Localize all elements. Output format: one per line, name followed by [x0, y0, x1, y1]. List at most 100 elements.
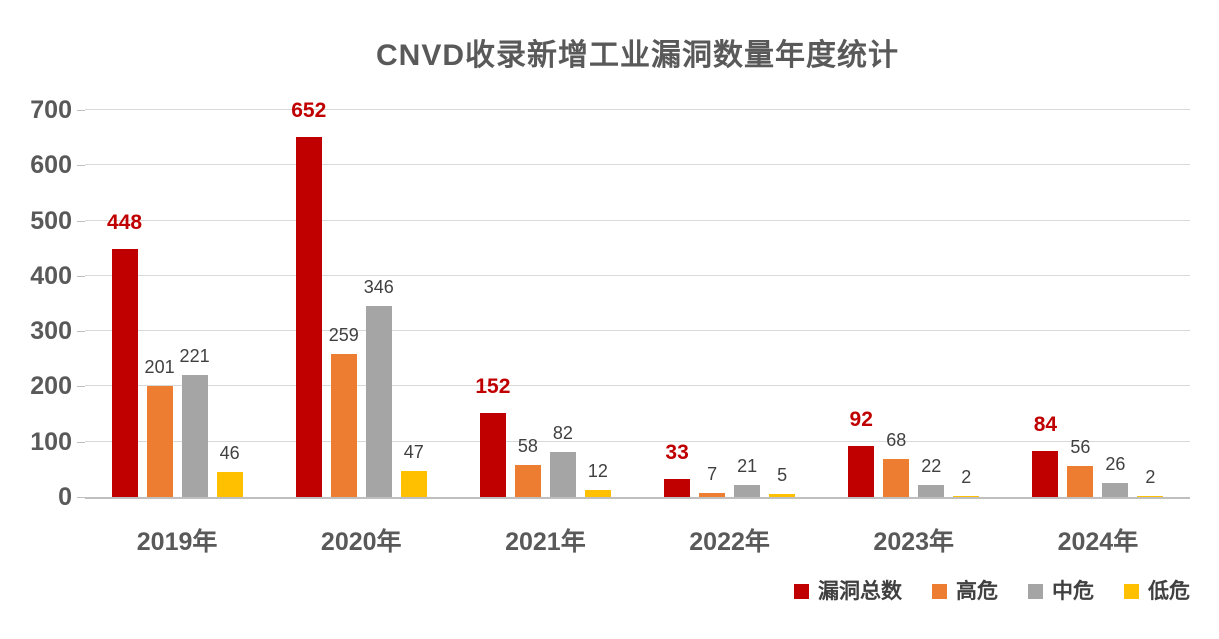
gridline — [85, 385, 1190, 387]
legend-label: 高危 — [956, 580, 998, 603]
data-label-中危-2023年: 22 — [921, 456, 942, 476]
bar-低危-2023年 — [953, 496, 980, 497]
bar-漏洞总数-2023年 — [848, 446, 875, 497]
data-label-中危-2020年: 346 — [363, 277, 394, 297]
bar-中危-2022年 — [734, 485, 761, 497]
bar-wrap: 12 — [584, 110, 611, 497]
y-tick-label: 700 — [30, 96, 72, 124]
legend-item-低危: 低危 — [1124, 581, 1190, 602]
chart-title: CNVD收录新增工业漏洞数量年度统计 — [375, 39, 899, 72]
bar-中危-2023年 — [918, 485, 945, 497]
gridline — [85, 330, 1190, 332]
legend-label: 中危 — [1052, 580, 1094, 603]
bar-高危-2022年 — [699, 493, 726, 497]
bar-高危-2020年 — [330, 354, 357, 497]
data-label-高危-2023年: 68 — [886, 430, 907, 450]
bar-漏洞总数-2021年 — [479, 413, 506, 497]
y-tick-label: 300 — [30, 317, 72, 346]
bar-wrap: 5 — [769, 110, 796, 497]
y-tick-label: 500 — [30, 206, 72, 235]
bar-wrap: 84 — [1032, 110, 1059, 497]
gridline — [85, 440, 1190, 442]
bar-中危-2019年 — [181, 375, 208, 497]
bar-wrap: 33 — [664, 110, 691, 497]
y-tick-label: 400 — [30, 261, 72, 290]
gridline — [85, 219, 1190, 221]
bar-低危-2021年 — [584, 490, 611, 497]
data-label-低危-2024年: 2 — [1145, 467, 1156, 487]
plot-area: 448 201 221 46 652 259 346 47 152 58 82 12 33 7 21 5 92 6… — [85, 100, 1190, 499]
bar-wrap: 68 — [883, 110, 910, 497]
bar-中危-2024年 — [1102, 483, 1129, 497]
bar-中危-2020年 — [365, 306, 392, 497]
x-tick-label-2020年: 2020年 — [320, 528, 402, 556]
bar-低危-2024年 — [1137, 496, 1164, 497]
data-label-高危-2019年: 201 — [144, 357, 175, 377]
bar-wrap: 21 — [734, 110, 761, 497]
data-label-低危-2019年: 46 — [219, 443, 240, 463]
x-tick-label-2023年: 2023年 — [873, 528, 955, 556]
bar-中危-2021年 — [549, 452, 576, 497]
bar-高危-2023年 — [883, 459, 910, 497]
x-tick-label-2019年: 2019年 — [136, 528, 218, 556]
data-label-漏洞总数-2022年: 33 — [665, 441, 689, 464]
data-label-漏洞总数-2023年: 92 — [849, 408, 873, 431]
y-tick-label: 200 — [30, 372, 72, 401]
bar-group-2020年: 652 259 346 47 — [269, 100, 453, 497]
bar-wrap: 47 — [400, 110, 427, 497]
bar-漏洞总数-2019年 — [111, 249, 138, 497]
bar-wrap: 56 — [1067, 110, 1094, 497]
y-tick-label: 100 — [30, 427, 72, 456]
y-tick-mark — [77, 441, 85, 443]
bar-group-2019年: 448 201 221 46 — [85, 110, 269, 497]
bar-wrap: 652 — [291, 100, 326, 497]
y-tick-mark — [77, 165, 85, 167]
data-label-漏洞总数-2021年: 152 — [475, 375, 511, 398]
y-tick-mark — [77, 275, 85, 277]
y-tick-mark — [77, 110, 85, 111]
data-label-漏洞总数-2020年: 652 — [291, 99, 327, 122]
bar-wrap: 221 — [179, 110, 210, 497]
bar-wrap: 201 — [144, 110, 175, 497]
bar-wrap: 22 — [918, 110, 945, 497]
bar-wrap: 58 — [514, 110, 541, 497]
legend-item-中危: 中危 — [1028, 581, 1094, 602]
bar-低危-2022年 — [769, 494, 796, 497]
gridline — [85, 274, 1190, 276]
y-tick-label: 0 — [58, 483, 72, 511]
bar-wrap: 259 — [328, 110, 359, 497]
data-label-高危-2021年: 58 — [517, 436, 538, 456]
bar-wrap: 2 — [1137, 110, 1164, 497]
gridline — [85, 109, 1190, 110]
y-tick-label: 600 — [30, 151, 72, 180]
y-tick-mark — [77, 497, 85, 498]
legend-swatch-icon — [1028, 584, 1043, 599]
data-label-中危-2019年: 221 — [179, 346, 210, 366]
data-label-漏洞总数-2024年: 84 — [1033, 413, 1058, 436]
legend-label: 低危 — [1148, 580, 1190, 603]
bar-漏洞总数-2022年 — [664, 479, 691, 497]
legend-label: 漏洞总数 — [818, 580, 902, 603]
data-label-漏洞总数-2019年: 448 — [107, 211, 143, 234]
data-label-中危-2021年: 82 — [552, 423, 573, 443]
data-label-低危-2022年: 5 — [777, 465, 788, 485]
bar-group-2021年: 152 58 82 12 — [453, 110, 637, 497]
y-tick-mark — [77, 331, 85, 333]
data-label-高危-2024年: 56 — [1070, 437, 1091, 457]
legend-item-漏洞总数: 漏洞总数 — [794, 581, 902, 602]
bar-漏洞总数-2024年 — [1032, 451, 1059, 497]
bar-group-2024年: 84 56 26 2 — [1006, 110, 1190, 497]
gridline — [85, 164, 1190, 166]
bar-wrap: 26 — [1102, 110, 1129, 497]
y-tick-mark — [77, 220, 85, 222]
bar-高危-2019年 — [146, 386, 173, 497]
y-tick-mark — [77, 386, 85, 388]
legend-item-高危: 高危 — [932, 581, 998, 602]
data-label-高危-2020年: 259 — [328, 325, 359, 345]
bar-wrap: 448 — [107, 110, 142, 497]
data-label-低危-2023年: 2 — [961, 467, 972, 487]
legend-swatch-icon — [794, 584, 809, 599]
bar-高危-2021年 — [514, 465, 541, 497]
bar-wrap: 92 — [848, 110, 875, 497]
bar-高危-2024年 — [1067, 466, 1094, 497]
